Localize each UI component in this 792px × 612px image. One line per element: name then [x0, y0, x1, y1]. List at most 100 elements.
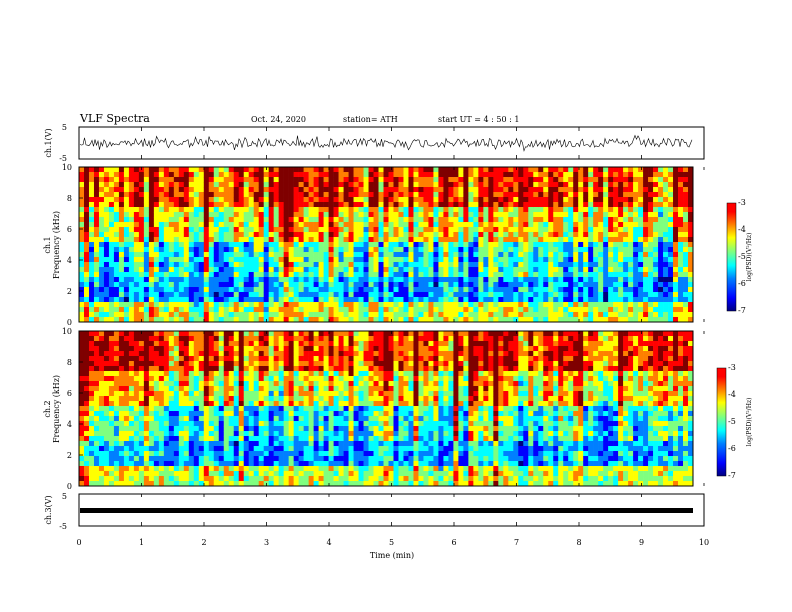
spectrogram-cell [388, 182, 394, 188]
spectrogram-cell [688, 207, 694, 213]
spectrogram-cell [143, 366, 150, 372]
spectrogram-cell [223, 292, 230, 298]
spectrogram-cell [283, 207, 289, 213]
spectrogram-cell [588, 257, 594, 263]
spectrogram-cell [388, 272, 394, 278]
spectrogram-cell [403, 177, 409, 183]
spectrogram-cell [208, 456, 215, 462]
spectrogram-cell [208, 436, 215, 442]
spectrogram-cell [113, 361, 120, 367]
spectrogram-cell [168, 446, 175, 452]
spectrogram-cell [528, 212, 534, 218]
spectrogram-cell [543, 317, 549, 323]
spectrogram-cell [543, 172, 549, 178]
spectrogram-cell [143, 247, 150, 253]
spectrogram-cell [153, 297, 160, 303]
spectrogram-cell [128, 207, 135, 213]
spectrogram-cell [633, 187, 639, 193]
spectrogram-cell [353, 282, 359, 288]
spectrogram-cell [558, 197, 564, 203]
spectrogram-cell [218, 217, 225, 223]
spectrogram-cell [343, 242, 349, 248]
spectrogram-cell [83, 182, 90, 188]
spectrogram-cell [528, 232, 534, 238]
spectrogram-cell [198, 476, 205, 482]
spectrogram-cell [388, 267, 394, 273]
spectrogram-cell [518, 172, 524, 178]
spectrogram-cell [303, 267, 309, 273]
spectrogram-cell [338, 257, 344, 263]
spectrogram-cell [118, 426, 125, 432]
spectrogram-cell [438, 177, 444, 183]
spectrogram-cell [188, 282, 195, 288]
spectrogram-cell [153, 167, 160, 173]
spectrogram-cell [148, 426, 155, 432]
spectrogram-cell [688, 197, 694, 203]
spectrogram-cell [473, 297, 479, 303]
spectrogram-cell [668, 207, 674, 213]
spectrogram-cell [183, 436, 190, 442]
spectrogram-cell [258, 361, 264, 367]
spectrogram-cell [143, 391, 150, 397]
spectrogram-cell [213, 197, 220, 203]
spectrogram-cell [418, 317, 424, 323]
spectrogram-cell [188, 272, 195, 278]
spectrogram-cell [98, 466, 105, 472]
spectrogram-cell [338, 242, 344, 248]
spectrogram-cell [433, 312, 439, 318]
spectrogram-cell [598, 262, 604, 268]
spectrogram-cell [358, 262, 364, 268]
spectrogram-cell [448, 212, 454, 218]
spectrogram-cell [533, 252, 539, 258]
spectrogram-cell [143, 406, 150, 412]
spectrogram-cell [658, 232, 664, 238]
spectrogram-cell [248, 252, 255, 258]
spectrogram-cell [238, 396, 245, 402]
spectrogram-cell [198, 282, 205, 288]
spectrogram-cell [133, 346, 140, 352]
spectrogram-cell [223, 307, 230, 313]
spectrogram-cell [618, 222, 624, 228]
spectrogram-cell [118, 262, 125, 268]
spectrogram-cell [338, 302, 344, 308]
spectrogram-cell [613, 312, 619, 318]
spectrogram-cell [98, 416, 105, 422]
spectrogram-cell [273, 302, 279, 308]
spectrogram-cell [628, 317, 634, 323]
spectrogram-cell [233, 212, 240, 218]
spectrogram-cell [123, 302, 130, 308]
spectrogram-cell [228, 257, 235, 263]
spectrogram-cell [233, 446, 240, 452]
spectrogram-cell [208, 212, 215, 218]
spectrogram-cell [393, 192, 399, 198]
spectrogram-cell [93, 222, 100, 228]
spectrogram-cell [358, 317, 364, 323]
spectrogram-cell [248, 466, 255, 472]
spectrogram-cell [178, 297, 185, 303]
spectrogram-cell [433, 282, 439, 288]
spectrogram-cell [453, 267, 459, 273]
spectrogram-cell [413, 282, 419, 288]
spectrogram-cell [573, 237, 579, 243]
spectrogram-cell [188, 242, 195, 248]
spectrogram-cell [143, 476, 150, 482]
spectrogram-cell [303, 222, 309, 228]
spectrogram-cell [648, 262, 654, 268]
spectrogram-cell [118, 207, 125, 213]
spectrogram-cell [663, 257, 669, 263]
spectrogram-cell [273, 307, 279, 313]
spectrogram-cell [193, 172, 200, 178]
spectrogram-cell [258, 282, 264, 288]
spectrogram-cell [228, 237, 235, 243]
spectrogram-cell [463, 202, 469, 208]
spectrogram-cell [403, 287, 409, 293]
spectrogram-cell [303, 192, 309, 198]
spectrogram-cell [188, 302, 195, 308]
spectrogram-cell [79, 331, 85, 337]
spectrogram-cell [613, 307, 619, 313]
spectrogram-cell [653, 217, 659, 223]
spectrogram-cell [258, 202, 264, 208]
spectrogram-cell [348, 237, 354, 243]
spectrogram-cell [273, 272, 279, 278]
spectrogram-cell [218, 297, 225, 303]
